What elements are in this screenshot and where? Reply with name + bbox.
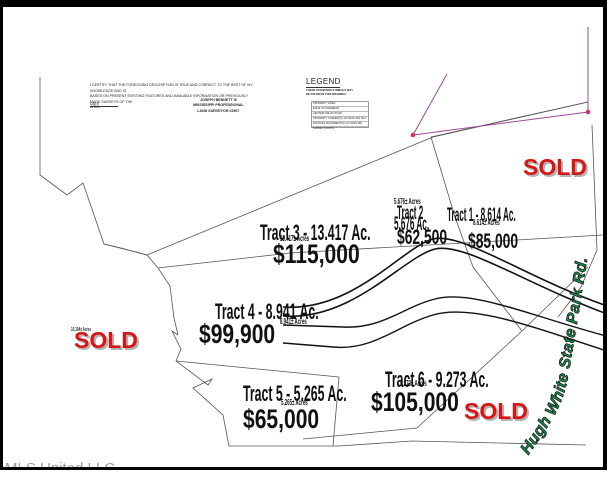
svg-text:Hugh White State Park Rd.: Hugh White State Park Rd.	[518, 256, 592, 458]
